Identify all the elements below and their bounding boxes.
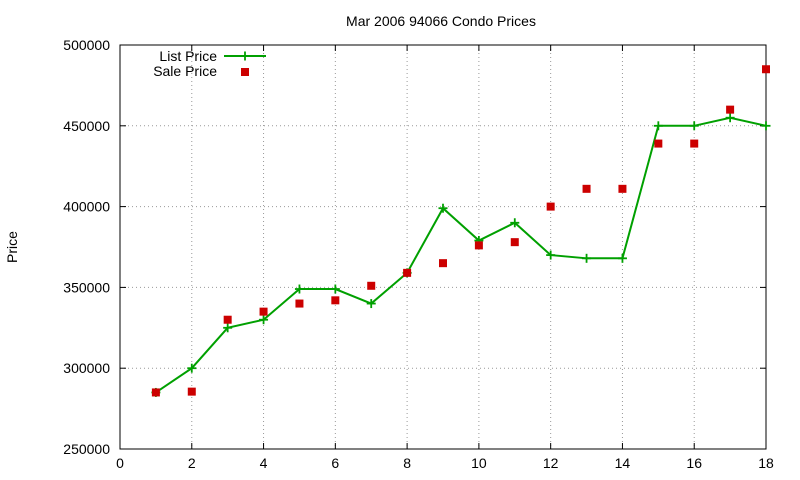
list-price-point xyxy=(294,284,304,294)
legend-sale-price-label: Sale Price xyxy=(153,63,217,79)
series-layer xyxy=(151,65,771,397)
sale-price-point xyxy=(439,259,447,268)
axis-ticks: 0 2 4 6 8 10 12 14 16 18 250000 300000 350000 400000 4… xyxy=(63,37,774,471)
x-tick-label: 14 xyxy=(615,455,631,471)
list-price-point xyxy=(187,363,197,373)
list-price-point xyxy=(259,315,269,325)
sale-price-point xyxy=(654,139,663,148)
list-price-point xyxy=(725,113,735,123)
chart-title: Mar 2006 94066 Condo Prices xyxy=(346,13,536,29)
list-price-line xyxy=(155,116,767,394)
y-tick-label: 400000 xyxy=(63,199,110,215)
sale-price-point xyxy=(367,281,376,290)
y-tick-label: 350000 xyxy=(63,279,110,295)
x-tick-label: 0 xyxy=(116,455,124,471)
list-price-point xyxy=(582,253,592,263)
list-price-point xyxy=(689,121,699,131)
list-price-point xyxy=(761,121,771,131)
sale-price-point xyxy=(331,296,340,305)
legend-list-marker xyxy=(240,51,250,61)
list-price-point xyxy=(330,284,340,294)
sale-price-point xyxy=(582,184,591,193)
sale-price-point xyxy=(403,268,412,277)
sale-price-point xyxy=(187,387,196,396)
sale-price-point xyxy=(295,299,304,308)
sale-price-point xyxy=(510,238,519,247)
legend-sale-marker xyxy=(241,68,249,76)
legend-list-price-label: List Price xyxy=(159,48,217,64)
sale-price-point xyxy=(546,202,555,211)
list-price-point xyxy=(438,203,448,213)
y-tick-label: 300000 xyxy=(63,360,110,376)
y-tick-label: 500000 xyxy=(63,37,110,53)
x-tick-label: 2 xyxy=(188,455,196,471)
sale-price-point xyxy=(690,139,699,148)
x-tick-label: 8 xyxy=(403,455,411,471)
grid xyxy=(120,45,766,449)
list-price-point xyxy=(366,299,376,309)
sale-price-point xyxy=(223,315,232,324)
y-axis-label: Price xyxy=(4,231,20,263)
y-tick-label: 450000 xyxy=(63,118,110,134)
sale-price-point xyxy=(259,307,268,316)
legend: List Price Sale Price xyxy=(153,48,266,79)
list-price-point xyxy=(617,253,627,263)
legend-sale-price-swatch xyxy=(241,68,249,76)
x-tick-label: 18 xyxy=(758,455,774,471)
x-tick-label: 4 xyxy=(260,455,268,471)
sale-price-point xyxy=(762,65,770,74)
list-price-point xyxy=(510,218,520,228)
x-tick-label: 6 xyxy=(331,455,339,471)
sale-price-point xyxy=(151,388,160,397)
list-price-point xyxy=(653,121,663,131)
list-price-point xyxy=(223,323,233,333)
x-tick-label: 16 xyxy=(686,455,702,471)
x-tick-label: 10 xyxy=(471,455,487,471)
sale-price-point xyxy=(474,241,483,250)
plot-frame xyxy=(119,44,767,450)
x-tick-label: 12 xyxy=(543,455,559,471)
sale-price-point xyxy=(726,105,735,114)
legend-list-price-swatch xyxy=(224,51,266,61)
sale-price-point xyxy=(618,184,627,193)
y-tick-label: 250000 xyxy=(63,441,110,457)
list-price-point xyxy=(546,250,556,260)
